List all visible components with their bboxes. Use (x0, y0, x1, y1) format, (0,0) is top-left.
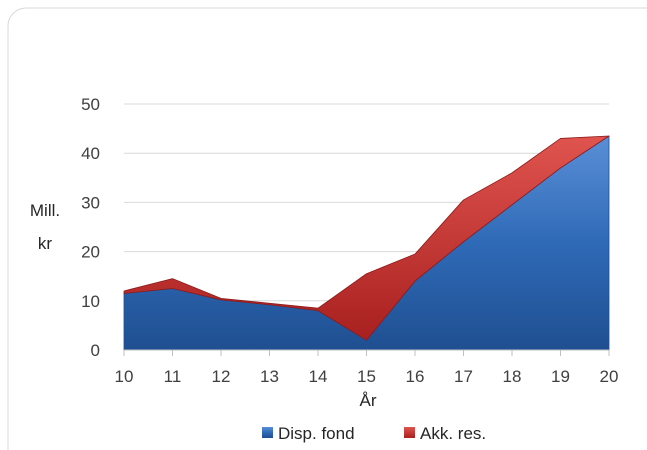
y-tick-label: 0 (91, 341, 100, 360)
x-tick-label: 10 (115, 367, 134, 386)
x-tick-label: 14 (309, 367, 328, 386)
y-axis-title-line2: kr (38, 234, 53, 253)
x-tick-label: 15 (357, 367, 376, 386)
legend-swatch (262, 427, 273, 438)
x-axis-title: År (360, 391, 377, 410)
legend-item: Disp. fond (262, 424, 355, 443)
y-tick-label: 10 (81, 292, 100, 311)
x-tick-label: 19 (551, 367, 570, 386)
y-tick-label: 20 (81, 243, 100, 262)
x-tick-label: 13 (260, 367, 279, 386)
x-tick-label: 16 (406, 367, 425, 386)
y-tick-label: 40 (81, 144, 100, 163)
y-tick-label: 30 (81, 193, 100, 212)
x-tick-label: 20 (600, 367, 619, 386)
x-tick-label: 18 (503, 367, 522, 386)
x-tick-label: 17 (454, 367, 473, 386)
y-axis-title-line1: Mill. (30, 201, 60, 220)
x-tick-label: 11 (164, 367, 182, 386)
legend-label: Akk. res. (420, 424, 486, 443)
legend-swatch (404, 427, 415, 438)
x-tick-label: 12 (212, 367, 231, 386)
legend-label: Disp. fond (278, 424, 355, 443)
area-series-akk-res (123, 135, 610, 341)
legend-item: Akk. res. (404, 424, 486, 443)
y-tick-label: 50 (81, 95, 100, 114)
